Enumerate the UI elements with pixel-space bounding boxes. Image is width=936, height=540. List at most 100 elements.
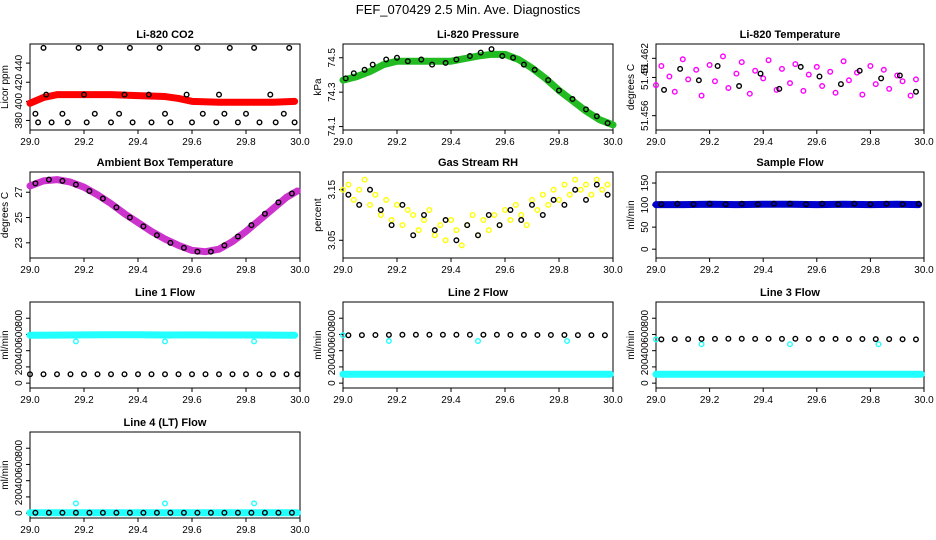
data-point (399, 331, 406, 338)
data-point (161, 371, 168, 378)
y-axis-label: percent (313, 198, 324, 232)
data-point (377, 206, 384, 213)
series-1 (652, 370, 925, 378)
data-point (294, 371, 301, 378)
data-point (698, 92, 705, 99)
plot-frame (342, 171, 614, 259)
y-tick-label: 380 (14, 112, 25, 129)
data-point (442, 59, 449, 66)
data-point (786, 370, 794, 378)
data-point (175, 371, 182, 378)
chart-title: Gas Stream RH (438, 157, 518, 169)
data-point (491, 211, 498, 218)
y-tick-label: 400 (640, 342, 651, 359)
data-point (698, 341, 705, 348)
data-point (759, 370, 767, 378)
data-point (604, 181, 611, 188)
data-point (566, 191, 573, 198)
y-tick-label: 51.46 (640, 64, 651, 89)
data-point (582, 107, 590, 115)
data-point (899, 201, 906, 208)
data-point (256, 371, 263, 378)
data-point (116, 110, 123, 117)
x-tick-label: 29.2 (700, 395, 720, 406)
data-point (367, 186, 374, 193)
data-point (510, 54, 517, 61)
y-tick-label: 51.456 (640, 100, 651, 131)
data-point (564, 337, 571, 344)
data-point (180, 509, 187, 516)
data-point (59, 509, 66, 516)
data-point (572, 176, 579, 183)
data-point (345, 332, 352, 339)
data-point (242, 331, 250, 339)
data-point (226, 44, 233, 51)
y-axis-label: ml/min (0, 460, 11, 489)
data-point (283, 371, 290, 378)
data-point (757, 70, 764, 77)
data-point (393, 57, 401, 65)
data-point (48, 119, 55, 126)
data-point (221, 110, 228, 117)
y-axis-label: kPa (313, 78, 324, 96)
data-point (412, 331, 419, 338)
x-tick-label: 29.6 (807, 137, 827, 148)
data-point (556, 196, 563, 203)
data-point (153, 232, 160, 239)
x-tick-label: 29.4 (441, 137, 461, 148)
data-point (72, 181, 79, 188)
data-point (134, 219, 142, 226)
data-point (121, 210, 128, 217)
data-point (840, 58, 847, 65)
x-tick-label: 30.0 (914, 137, 934, 148)
data-point (507, 206, 514, 213)
x-tick-label: 30.0 (603, 137, 623, 148)
x-tick-label: 29.8 (549, 137, 569, 148)
plot-frame (342, 301, 614, 389)
x-tick-label: 29.4 (753, 395, 773, 406)
data-point (80, 331, 88, 339)
data-point (765, 57, 772, 64)
data-point (35, 119, 42, 126)
data-point (410, 232, 417, 239)
data-point (733, 70, 740, 77)
data-point (399, 222, 406, 229)
data-point (94, 191, 101, 199)
data-point (288, 509, 295, 516)
data-point (886, 336, 893, 343)
y-tick-label: 100 (640, 196, 651, 213)
data-point (431, 227, 438, 234)
x-tick-label: 29.6 (807, 395, 827, 406)
data-point (145, 91, 152, 98)
data-point (107, 91, 115, 98)
data-point (698, 335, 705, 342)
y-tick-label: 400 (14, 472, 25, 489)
data-point (507, 217, 514, 224)
y-tick-label: 200 (14, 488, 25, 505)
series-2 (345, 181, 611, 244)
data-point (912, 88, 919, 95)
data-point (256, 119, 263, 126)
data-point (787, 341, 794, 348)
data-point (342, 75, 349, 82)
data-point (91, 110, 98, 117)
x-tick-label: 29.4 (441, 265, 461, 276)
plot-frame (29, 171, 301, 259)
x-tick-label: 29.0 (20, 395, 40, 406)
plot-frame (655, 301, 925, 389)
series-3 (345, 331, 608, 339)
data-point (845, 335, 852, 342)
data-point (872, 336, 879, 343)
data-point (658, 336, 665, 343)
data-point (711, 335, 718, 342)
data-point (43, 91, 50, 98)
x-tick-label: 29.8 (549, 395, 569, 406)
data-point (54, 371, 61, 378)
y-tick-label: 0 (640, 380, 651, 386)
data-point (720, 53, 727, 60)
x-tick-label: 29.2 (74, 525, 94, 536)
data-point (140, 223, 147, 230)
series-1 (339, 370, 614, 378)
data-point (394, 54, 401, 61)
data-point (345, 181, 352, 188)
